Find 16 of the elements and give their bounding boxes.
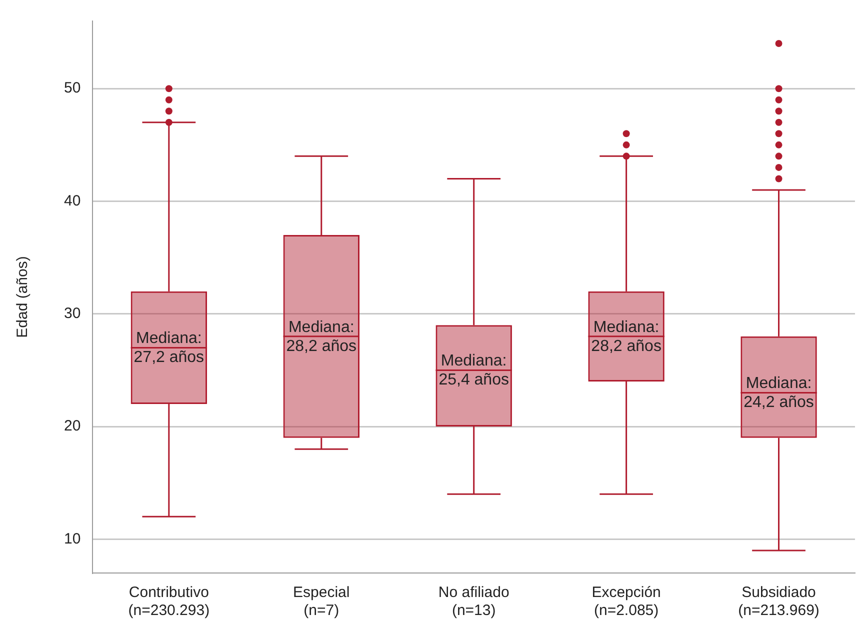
annotation: Mediana: 28,2 años bbox=[286, 318, 357, 355]
y-tick-label: 20 bbox=[64, 418, 81, 435]
annotation: Mediana: 25,4 años bbox=[438, 352, 509, 389]
x-tick-label: No afiliado (n=13) bbox=[438, 584, 510, 620]
x-tick-label: Especial (n=7) bbox=[293, 584, 350, 620]
y-tick-label: 10 bbox=[64, 530, 81, 548]
y-tick-label: 40 bbox=[64, 192, 81, 210]
annotation: Mediana: 24,2 años bbox=[744, 375, 814, 412]
y-tick-label: 30 bbox=[64, 305, 81, 322]
x-tick-label: Excepción (n=2.085) bbox=[592, 584, 661, 620]
x-tick-label: Contributivo (n=230.293) bbox=[128, 584, 210, 620]
annotation: Mediana: 27,2 años bbox=[134, 330, 204, 366]
y-tick-label: 50 bbox=[64, 80, 81, 97]
annotation: Mediana: 28,2 años bbox=[591, 318, 662, 355]
x-tick-label: Subsidiado (n=213.969) bbox=[738, 584, 820, 620]
y-axis-title: Edad (años) bbox=[14, 256, 32, 338]
